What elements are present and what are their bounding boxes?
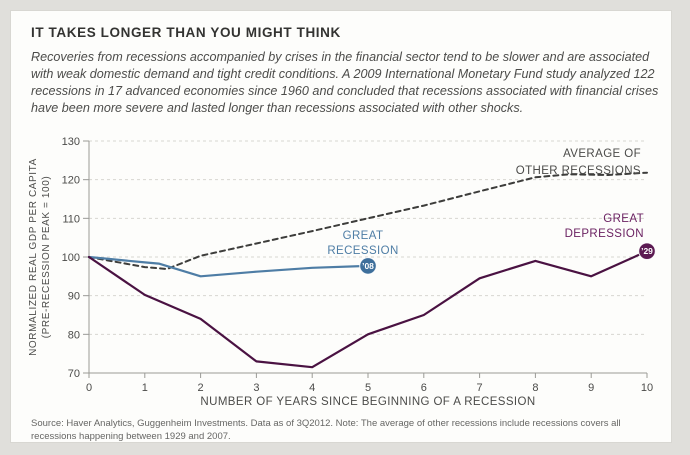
x-tick-label: 4	[309, 382, 315, 394]
y-tick-label: 80	[68, 329, 80, 341]
great-depression-label-line1: GREAT	[603, 213, 644, 225]
x-tick-label: 8	[532, 382, 538, 394]
series-badges: ’08 ’29	[359, 242, 656, 275]
gdp-recovery-chart: 130 120 110 100 90 80 70 0 1 2 3 4 5 6 7 8 9 10 ’08 ’29 AV…	[62, 136, 656, 408]
tick-labels: 130 120 110 100 90 80 70 0 1 2 3 4 5 6 7 8 9 10	[62, 136, 653, 394]
badge-label-2: ’29	[641, 246, 653, 256]
chart-card: IT TAKES LONGER THAN YOU MIGHT THINK Rec…	[10, 10, 672, 443]
x-axis-label: NUMBER OF YEARS SINCE BEGINNING OF A REC…	[200, 396, 535, 408]
y-tick-label: 100	[62, 252, 80, 264]
badge-circle-2	[638, 242, 656, 260]
average-recessions-label-line1: AVERAGE OF	[563, 148, 641, 160]
x-tick-label: 3	[253, 382, 259, 394]
y-tick-label: 70	[68, 368, 80, 380]
x-tick-label: 9	[588, 382, 594, 394]
great-recession-label-line1: GREAT	[343, 230, 384, 242]
great-recession-label-line2: RECESSION	[327, 245, 398, 257]
y-tick-label: 90	[68, 291, 80, 303]
great-depression-label-line2: DEPRESSION	[565, 228, 644, 240]
x-tick-label: 1	[142, 382, 148, 394]
x-tick-label: 2	[198, 382, 204, 394]
series-lines	[87, 171, 649, 369]
page-title: IT TAKES LONGER THAN YOU MIGHT THINK	[31, 25, 341, 40]
x-tick-label: 5	[365, 382, 371, 394]
x-tick-label: 0	[86, 382, 92, 394]
chart-description: Recoveries from recessions accompanied b…	[31, 50, 659, 115]
series-line-1	[87, 255, 370, 278]
x-tick-label: 10	[641, 382, 653, 394]
x-tick-label: 6	[421, 382, 427, 394]
series-line-2	[87, 250, 649, 369]
average-recessions-label-line2: OTHER RECESSIONS	[516, 165, 641, 177]
y-tick-label: 130	[62, 136, 80, 148]
source-note: Source: Haver Analytics, Guggenheim Inve…	[31, 418, 621, 442]
x-tick-label: 7	[477, 382, 483, 394]
y-tick-label: 120	[62, 175, 80, 187]
badge-label-1: ’08	[362, 261, 374, 271]
badge-circle-1	[359, 257, 377, 275]
y-tick-label: 110	[62, 213, 80, 225]
